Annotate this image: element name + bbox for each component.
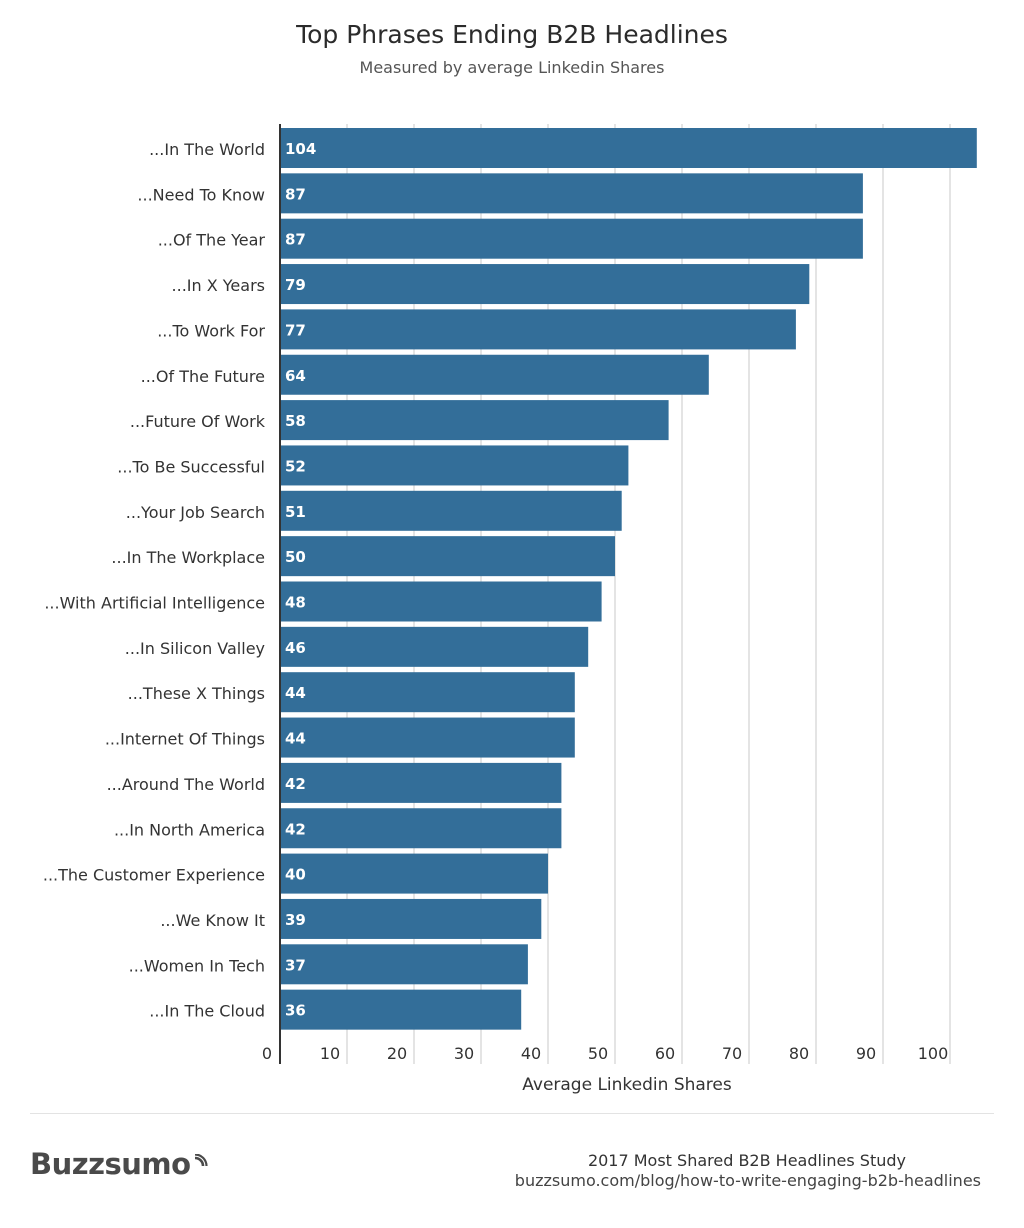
bar xyxy=(280,717,575,758)
data-label: 48 xyxy=(285,594,306,612)
category-label: ...Of The Future xyxy=(141,367,265,386)
x-tick-label: 60 xyxy=(655,1044,675,1063)
x-tick-labels: 0 10 20 30 40 50 60 70 80 90 100 xyxy=(262,1044,948,1063)
data-label: 77 xyxy=(285,321,306,339)
category-label: ...The Customer Experience xyxy=(43,866,265,885)
bar xyxy=(280,309,796,350)
category-label: ...Future Of Work xyxy=(130,412,266,431)
data-label: 51 xyxy=(285,503,306,521)
bar xyxy=(280,581,602,622)
category-label: ...In The World xyxy=(149,140,265,159)
x-axis-label: Average Linkedin Shares xyxy=(522,1075,732,1095)
data-label: 87 xyxy=(285,231,306,249)
chart-subtitle: Measured by average Linkedin Shares xyxy=(359,58,665,77)
category-labels: ...In The World ...Need To Know ...Of The … xyxy=(43,140,266,1021)
category-label: ...Need To Know xyxy=(137,185,265,204)
category-label: ...To Work For xyxy=(157,321,265,340)
buzzsumo-logo[interactable]: Buzzsumo xyxy=(30,1147,208,1181)
x-tick-label: 20 xyxy=(387,1044,407,1063)
x-tick-label: 0 xyxy=(262,1044,272,1063)
bar xyxy=(280,808,562,849)
x-tick-label: 100 xyxy=(918,1044,949,1063)
signal-icon xyxy=(194,1154,208,1167)
bar xyxy=(280,128,977,168)
category-label: ...In The Workplace xyxy=(111,548,265,567)
category-label: ...To Be Successful xyxy=(117,457,265,476)
data-label: 42 xyxy=(285,775,306,793)
data-label: 64 xyxy=(285,367,306,385)
bar xyxy=(280,400,669,441)
category-label: ...We Know It xyxy=(160,911,265,930)
data-label: 37 xyxy=(285,956,306,974)
bar xyxy=(280,445,629,486)
bar xyxy=(280,944,528,985)
data-label: 104 xyxy=(285,140,316,158)
data-label: 36 xyxy=(285,1002,306,1020)
data-label: 58 xyxy=(285,412,306,430)
x-tick-label: 70 xyxy=(722,1044,742,1063)
bar xyxy=(280,853,548,894)
category-label: ...These X Things xyxy=(128,684,265,703)
x-tick-label: 50 xyxy=(588,1044,608,1063)
data-label: 52 xyxy=(285,457,306,475)
data-label: 46 xyxy=(285,639,306,657)
footer-divider xyxy=(30,1113,994,1114)
data-label: 50 xyxy=(285,548,306,566)
x-tick-label: 30 xyxy=(454,1044,474,1063)
category-label: ...With Artificial Intelligence xyxy=(44,594,265,613)
category-label: ...In X Years xyxy=(172,276,265,295)
value-labels: 104 87 87 79 77 64 58 52 51 50 48 46 44 44 42 42 40 39 37 3… xyxy=(285,140,316,1020)
bar xyxy=(280,218,863,259)
data-label: 40 xyxy=(285,866,306,884)
category-label: ...Internet Of Things xyxy=(105,730,265,749)
x-tick-label: 10 xyxy=(320,1044,340,1063)
study-url[interactable]: buzzsumo.com/blog/how-to-write-engaging-… xyxy=(514,1171,981,1190)
category-label: ...In The Cloud xyxy=(149,1002,265,1021)
bar xyxy=(280,490,622,531)
bar xyxy=(280,173,863,214)
category-label: ...Women In Tech xyxy=(129,956,265,975)
category-label: ...In Silicon Valley xyxy=(125,639,265,658)
data-label: 44 xyxy=(285,684,306,702)
bar xyxy=(280,672,575,713)
category-label: ...In North America xyxy=(114,820,265,839)
bar xyxy=(280,898,542,939)
x-tick-label: 90 xyxy=(856,1044,876,1063)
brand-name: Buzzsumo xyxy=(30,1147,191,1181)
bar-chart: ...In The World ...Need To Know ...Of The … xyxy=(43,124,977,1095)
category-label: ...Around The World xyxy=(107,775,265,794)
bar xyxy=(280,536,615,577)
category-label: ...Your Job Search xyxy=(126,503,265,522)
x-tick-label: 80 xyxy=(789,1044,809,1063)
bar xyxy=(280,354,709,395)
data-label: 42 xyxy=(285,820,306,838)
bar xyxy=(280,989,522,1030)
bar xyxy=(280,626,589,667)
chart-title: Top Phrases Ending B2B Headlines xyxy=(296,20,728,49)
x-tick-label: 40 xyxy=(521,1044,541,1063)
data-label: 87 xyxy=(285,185,306,203)
category-label: ...Of The Year xyxy=(158,231,266,250)
data-label: 39 xyxy=(285,911,306,929)
bars xyxy=(280,128,977,1030)
data-label: 79 xyxy=(285,276,306,294)
bar xyxy=(280,762,562,803)
data-label: 44 xyxy=(285,730,306,748)
bar xyxy=(280,264,810,305)
study-title: 2017 Most Shared B2B Headlines Study xyxy=(587,1151,906,1170)
